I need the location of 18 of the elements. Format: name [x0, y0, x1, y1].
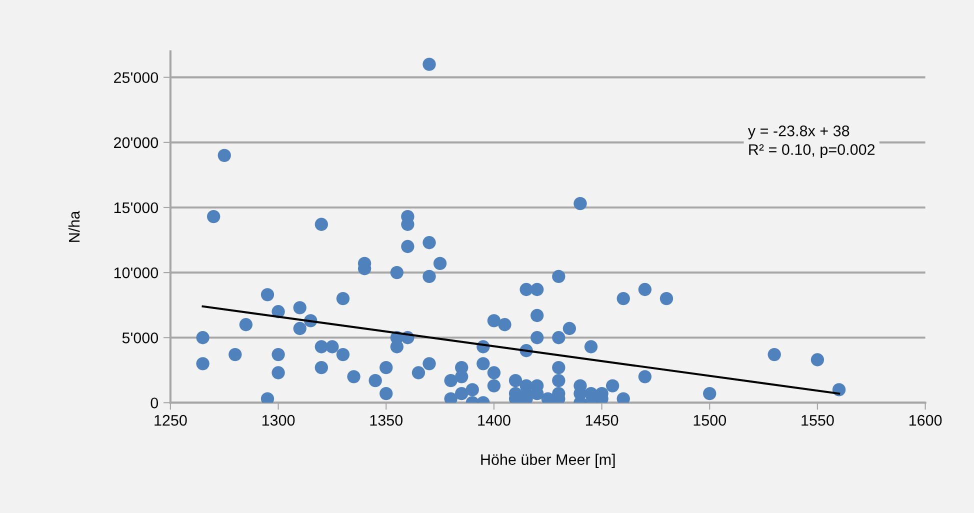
y-tick-label: 0	[150, 398, 158, 408]
x-tick-label: 1500	[694, 414, 726, 426]
y-tick-label: 15'000	[114, 202, 158, 214]
x-tick-label: 1250	[154, 414, 187, 426]
y-tick-label: 5'000	[122, 332, 158, 344]
x-tick-label: 1400	[478, 414, 510, 426]
x-tick-label: 1450	[586, 414, 618, 426]
annotation: y = -23.8x + 38	[748, 126, 850, 140]
x-tick-label: 1300	[262, 414, 295, 426]
y-tick-label: 25'000	[114, 72, 158, 84]
x-axis-title: Höhe über Meer [m]	[481, 454, 615, 468]
y-axis-title: N/ha	[68, 210, 80, 242]
annotation: R² = 0.10, p=0.002	[749, 144, 875, 158]
y-tick-label: 10'000	[114, 267, 158, 278]
x-tick-label: 1600	[909, 414, 942, 426]
x-tick-label: 1550	[802, 414, 834, 426]
y-tick-label: 20'000	[114, 137, 158, 148]
x-tick-label: 1350	[370, 414, 403, 426]
